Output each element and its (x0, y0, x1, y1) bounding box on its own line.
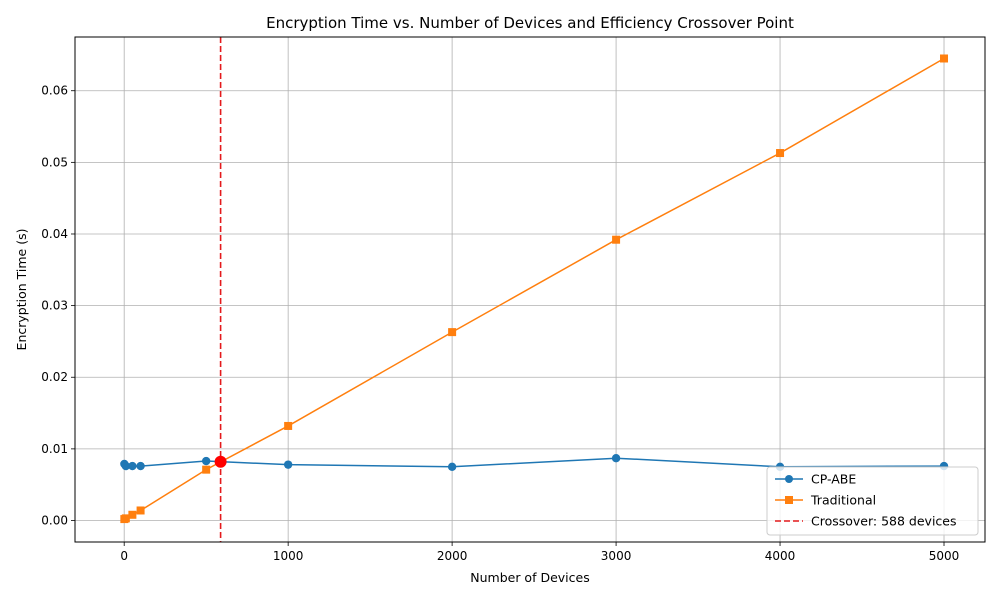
data-point-traditional (121, 514, 130, 523)
series-traditional (120, 54, 949, 524)
plot-frame (74, 36, 986, 543)
y-tick-label: 0.01 (41, 442, 68, 456)
data-point-traditional (284, 421, 293, 430)
legend: CP-ABE Traditional Crossover: 588 device… (766, 466, 979, 536)
y-axis-label: Encryption Time (s) (14, 229, 29, 351)
ticks: 0 1000 2000 3000 4000 5000 0.00 0.01 0.02 0.03 0.0… (41, 84, 959, 563)
data-point-cp-abe (283, 460, 293, 469)
crossover-layer (214, 37, 227, 542)
data-point-traditional (940, 54, 949, 63)
x-tick-label: 2000 (437, 549, 468, 563)
legend-label-crossover: Crossover: 588 devices (811, 514, 957, 529)
legend-label-cp-abe: CP-ABE (811, 472, 856, 487)
x-tick-label: 4000 (765, 549, 796, 563)
y-tick-label: 0.02 (41, 370, 68, 384)
legend-label-traditional: Traditional (810, 493, 876, 508)
legend-marker-traditional (785, 496, 793, 504)
crossover-point (214, 455, 227, 468)
y-tick-label: 0.05 (41, 155, 68, 169)
data-point-traditional (776, 149, 785, 158)
data-point-cp-abe (447, 462, 457, 471)
data-point-cp-abe (128, 461, 137, 471)
series-layer (120, 54, 949, 524)
data-point-cp-abe (121, 461, 131, 471)
data-point-cp-abe (136, 461, 145, 471)
x-tick-label: 3000 (601, 549, 632, 563)
data-point-cp-abe (611, 453, 621, 463)
x-axis-label: Number of Devices (470, 570, 589, 585)
y-tick-label: 0.04 (41, 227, 68, 241)
legend-marker-cp-abe (785, 475, 793, 483)
data-point-traditional (612, 235, 621, 244)
x-tick-label: 0 (120, 549, 128, 563)
x-tick-label: 5000 (929, 549, 960, 563)
data-point-traditional (202, 465, 211, 474)
data-point-traditional (136, 506, 145, 515)
legend-box (766, 466, 979, 536)
data-point-traditional (128, 510, 137, 519)
data-point-cp-abe (201, 456, 211, 466)
y-tick-label: 0.03 (41, 299, 68, 313)
y-tick-label: 0.00 (41, 514, 68, 528)
data-point-traditional (448, 328, 457, 337)
x-tick-label: 1000 (273, 549, 304, 563)
y-tick-label: 0.06 (41, 84, 68, 98)
chart-title: Encryption Time vs. Number of Devices an… (266, 14, 794, 32)
